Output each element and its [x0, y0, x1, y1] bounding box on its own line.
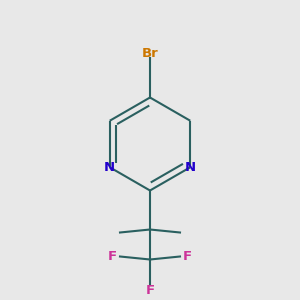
- Text: F: F: [146, 284, 154, 298]
- Text: N: N: [185, 161, 196, 174]
- Text: N: N: [104, 161, 115, 174]
- Text: F: F: [108, 250, 117, 263]
- Text: Br: Br: [142, 47, 158, 61]
- Text: F: F: [183, 250, 192, 263]
